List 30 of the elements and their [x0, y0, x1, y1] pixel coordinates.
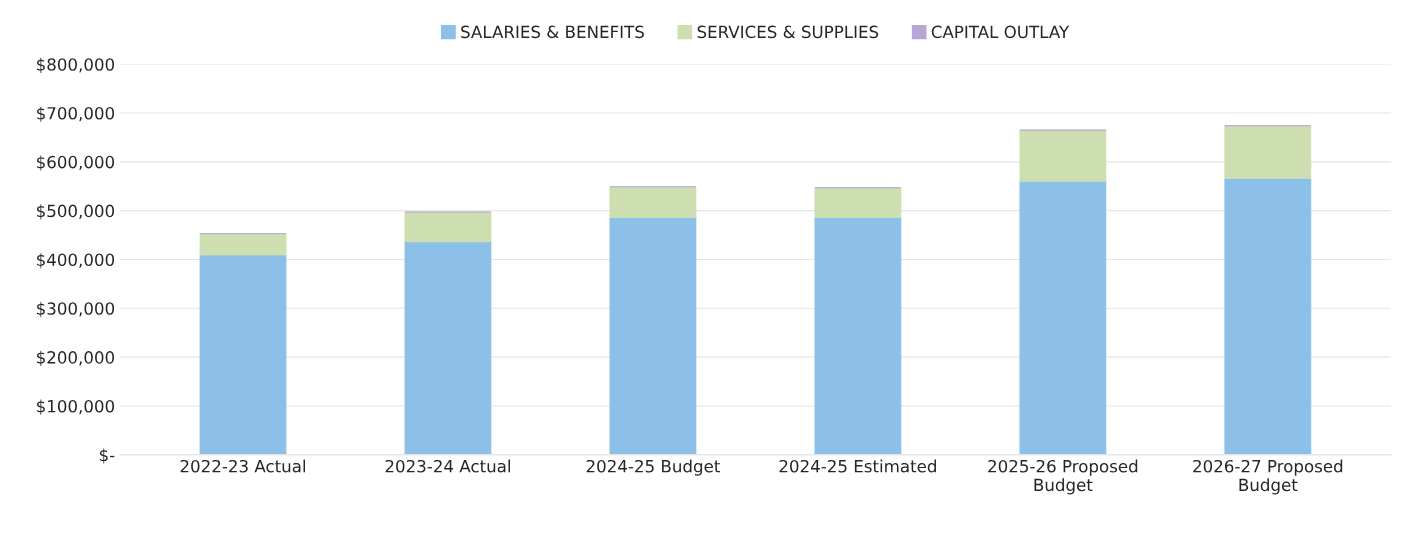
y-tick-label: $200,000 [37, 350, 115, 366]
legend-label: CAPITAL OUTLAY [931, 25, 1070, 39]
y-tick-label: $- [99, 448, 115, 464]
x-tick-label: 2022-23 Actual [180, 459, 306, 473]
bar [1019, 181, 1107, 455]
bar [1224, 125, 1312, 179]
y-tick-label: $700,000 [37, 106, 115, 122]
y-tick-label: $300,000 [37, 301, 115, 318]
y-tick-label: $500,000 [37, 204, 115, 220]
y-tick-label: $800,000 [37, 57, 115, 73]
bar [814, 217, 902, 455]
bar [404, 211, 492, 243]
y-tick-label: $600,000 [37, 155, 115, 171]
bar [1019, 129, 1107, 182]
legend-label: SERVICES & SUPPLIES [697, 25, 879, 39]
x-tick-label: 2024-25 Budget [586, 459, 720, 476]
bar [609, 217, 697, 455]
legend-label: SALARIES & BENEFITS [461, 25, 644, 39]
x-tick-label: 2024-25 Estimated [779, 459, 936, 473]
x-tick-label: 2023-24 Actual [385, 459, 510, 473]
x-tick-label: 2025-26 Proposed Budget [988, 459, 1138, 495]
bar [814, 187, 902, 218]
y-tick-label: $100,000 [37, 399, 115, 415]
bar [199, 233, 287, 256]
x-tick-label: 2026-27 Proposed Budget [1193, 459, 1343, 495]
bar [404, 241, 492, 455]
bar [609, 186, 697, 218]
bar [199, 254, 287, 455]
bar [1224, 178, 1312, 455]
y-tick-label: $400,000 [37, 253, 115, 269]
